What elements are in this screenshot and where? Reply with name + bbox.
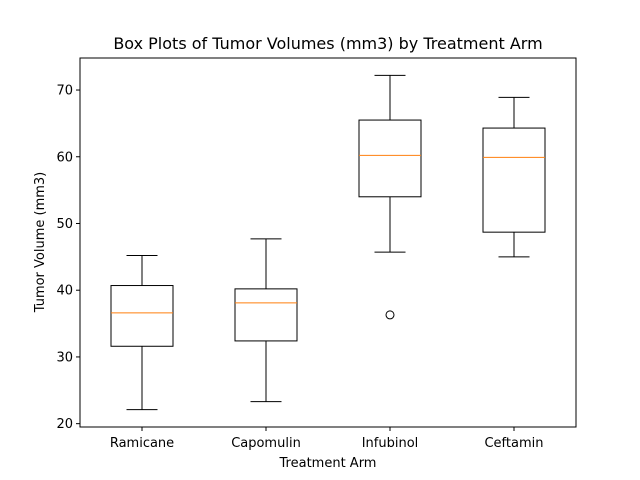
x-tick-label: Ceftamin	[484, 436, 543, 451]
y-tick-label: 50	[56, 217, 73, 232]
y-axis: 20 30 40 50 60 70	[56, 84, 80, 432]
outlier-point	[385, 310, 395, 320]
y-tick-label: 70	[56, 84, 73, 99]
y-axis-label: Tumor Volume (mm3)	[33, 172, 48, 314]
x-tick-label: Capomulin	[231, 436, 301, 451]
chart-title: Box Plots of Tumor Volumes (mm3) by Trea…	[113, 34, 542, 53]
box-iqr	[110, 285, 174, 347]
box-group	[110, 255, 174, 411]
y-tick-label: 40	[56, 284, 73, 299]
y-tick-label: 60	[56, 150, 73, 165]
box-group	[234, 238, 298, 403]
box-iqr	[234, 288, 298, 342]
box-iqr	[358, 119, 422, 198]
plot-frame	[79, 57, 577, 428]
plot-area	[80, 58, 576, 427]
chart-marks	[110, 74, 546, 411]
y-tick-label: 20	[56, 417, 73, 432]
x-tick-label: Infubinol	[362, 436, 419, 451]
box-iqr	[482, 127, 546, 233]
box-group	[358, 74, 422, 320]
x-axis: Ramicane Capomulin Infubinol Ceftamin	[110, 427, 544, 451]
box-group	[482, 96, 546, 258]
x-tick-label: Ramicane	[110, 436, 174, 451]
x-axis-label: Treatment Arm	[279, 456, 377, 471]
y-tick-label: 30	[56, 350, 73, 365]
